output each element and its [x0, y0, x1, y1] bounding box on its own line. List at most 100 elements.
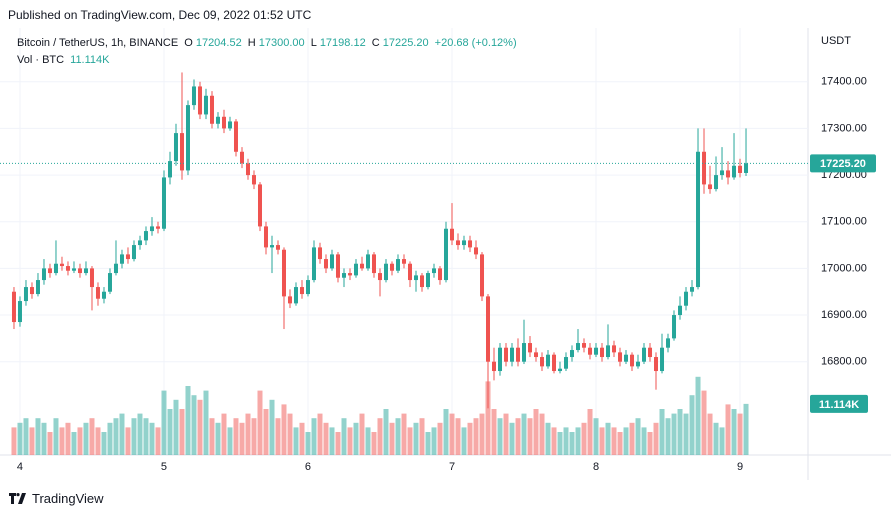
volume-bar — [689, 395, 695, 455]
candle-body — [209, 95, 214, 124]
x-tick-label: 8 — [593, 461, 599, 473]
candle-body — [630, 354, 635, 367]
candle-body — [71, 268, 76, 271]
last-price-tag — [810, 154, 876, 173]
h-value: 17300.00 — [258, 37, 305, 49]
volume-bar — [305, 432, 311, 455]
published-note: Published on TradingView.com, Dec 09, 20… — [8, 8, 312, 22]
volume-bar — [629, 422, 635, 455]
candle-body — [420, 275, 425, 288]
volume-bar — [725, 404, 731, 455]
candle-body — [726, 170, 731, 178]
y-tick-label: 16900.00 — [821, 309, 867, 321]
candle-body — [197, 86, 202, 115]
candle-body — [203, 95, 208, 115]
candle-body — [618, 352, 623, 362]
o-label: O — [184, 37, 193, 49]
volume-bar — [683, 413, 689, 455]
volume-bar — [497, 418, 503, 455]
volume-bar — [575, 427, 581, 455]
candle-body — [510, 347, 515, 362]
volume-bar — [647, 432, 653, 455]
candle-body — [311, 247, 316, 281]
volume-bar — [425, 432, 431, 455]
candle-body — [239, 151, 244, 164]
volume-bar — [509, 422, 515, 455]
volume-bar — [83, 422, 89, 455]
change: +20.68 (+0.12%) — [434, 37, 517, 49]
volume-bar — [185, 386, 191, 455]
candle-body — [233, 121, 238, 152]
candle-body — [257, 184, 262, 227]
candle-body — [582, 343, 587, 348]
vol-value: 11.114K — [70, 54, 110, 66]
symbol: Bitcoin / TetherUS, 1h, BINANCE — [17, 37, 179, 49]
volume-bar — [419, 418, 425, 455]
candle-body — [89, 268, 94, 288]
candle-body — [576, 343, 581, 351]
candle-body — [408, 263, 413, 281]
volume-bar — [551, 427, 557, 455]
volume-bar — [557, 432, 563, 455]
volume-bar — [293, 427, 299, 455]
candle-body — [275, 245, 280, 250]
candle-body — [173, 133, 178, 162]
candle-body — [365, 254, 370, 269]
volume-bar — [461, 427, 467, 455]
candle-body — [347, 273, 352, 276]
candle-body — [113, 263, 118, 274]
candle-body — [474, 247, 479, 255]
c-value: 17225.20 — [382, 37, 429, 49]
volume-bar — [233, 418, 239, 455]
candle-body — [317, 247, 322, 260]
candle-body — [708, 184, 713, 190]
volume-bar — [503, 413, 509, 455]
volume-bar — [401, 413, 407, 455]
candle-body — [227, 121, 232, 129]
candle-body — [468, 240, 473, 248]
volume-bar — [281, 404, 287, 455]
candle-body — [323, 259, 328, 269]
candle-body — [534, 352, 539, 358]
y-tick-label: 17000.00 — [821, 262, 867, 274]
volume-bar — [473, 418, 479, 455]
candle-body — [402, 259, 406, 264]
volume-bar — [59, 427, 65, 455]
volume-bar — [107, 422, 113, 455]
candle-body — [131, 245, 136, 260]
candle-body — [185, 105, 190, 171]
candle-body — [516, 347, 521, 362]
volume-bar — [239, 422, 245, 455]
volume-bar — [113, 418, 119, 455]
candle-body — [371, 254, 376, 274]
volume-bar — [383, 409, 389, 455]
candle-body — [462, 240, 467, 246]
candle-body — [179, 133, 184, 171]
candle-body — [498, 347, 503, 372]
candle-body — [528, 343, 533, 353]
h-label: H — [247, 37, 256, 49]
candle-body — [600, 347, 605, 358]
candle-body — [161, 177, 166, 229]
volume-bar — [89, 418, 95, 455]
last-volume-tag — [810, 394, 868, 413]
candle-body — [594, 347, 599, 355]
volume-row: Vol · BTC 11.114K — [17, 52, 520, 69]
volume-bar — [527, 418, 533, 455]
volume-bar — [167, 409, 173, 455]
x-tick-label: 5 — [161, 461, 167, 473]
candle-body — [107, 273, 112, 292]
candle-body — [221, 116, 226, 129]
volume-bar — [317, 413, 323, 455]
candle-body — [570, 350, 575, 358]
volume-bar — [23, 418, 29, 455]
volume-bar — [431, 427, 437, 455]
volume-bar — [131, 418, 137, 455]
candle-body — [666, 338, 671, 348]
x-tick-label: 9 — [737, 461, 743, 473]
candle-body — [29, 287, 34, 295]
candle-body — [546, 354, 551, 367]
volume-bar — [347, 427, 353, 455]
volume-bar — [485, 381, 491, 455]
